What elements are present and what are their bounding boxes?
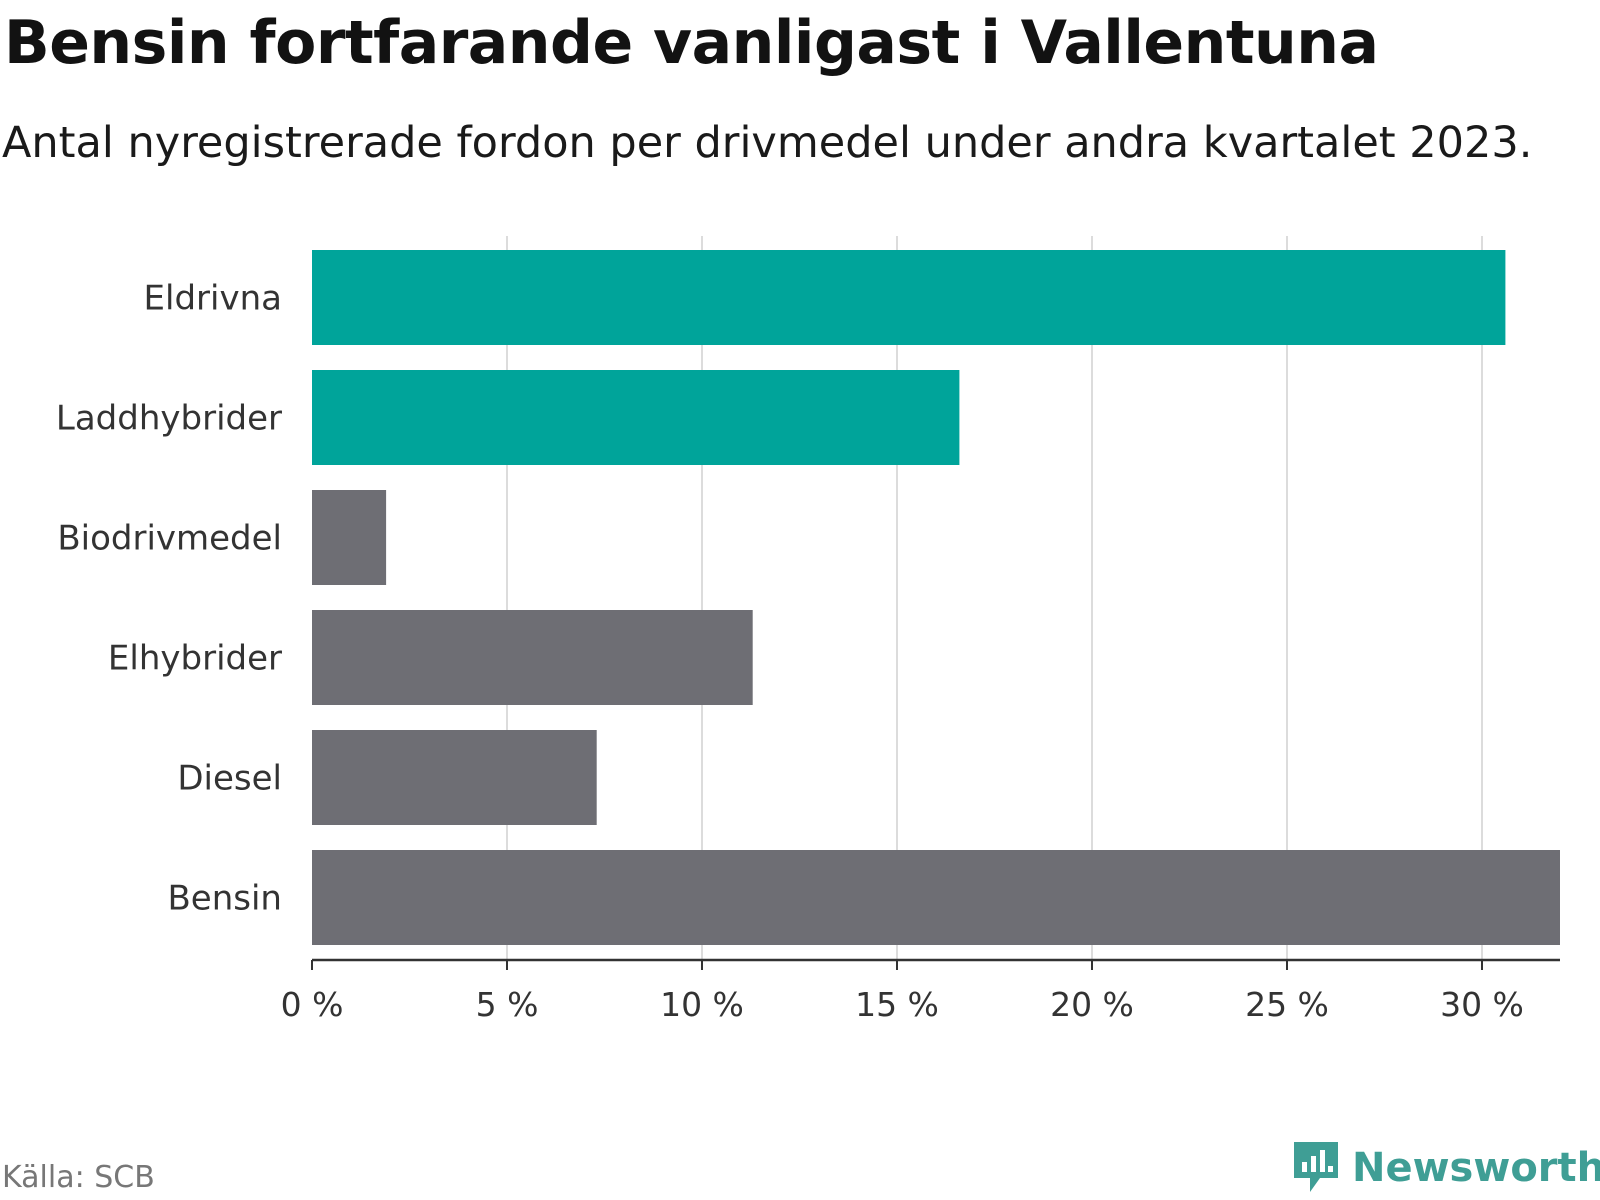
tick-label: 25 % xyxy=(1245,985,1329,1024)
category-labels: Eldrivna Laddhybrider Biodrivmedel Elhybrid… xyxy=(56,279,282,919)
category-label: Laddhybrider xyxy=(56,399,282,439)
tick-label: 15 % xyxy=(855,985,939,1024)
bar-laddhybrider xyxy=(312,370,960,465)
tick-label: 5 % xyxy=(476,985,539,1024)
category-label: Eldrivna xyxy=(144,279,282,319)
bar-chart: Eldrivna Laddhybrider Biodrivmedel Elhybrid… xyxy=(56,236,1560,1024)
category-label: Bensin xyxy=(167,879,282,919)
bar-biodrivmedel xyxy=(312,490,387,585)
tick-label: 10 % xyxy=(660,985,744,1024)
bars xyxy=(312,250,1560,945)
tick-label: 20 % xyxy=(1050,985,1134,1024)
newsworthy-logo-icon xyxy=(1294,1142,1338,1192)
bar-eldrivna xyxy=(312,250,1506,345)
category-label: Biodrivmedel xyxy=(57,519,282,559)
brand: Newsworthy xyxy=(1290,1140,1600,1196)
chart-subtitle: Antal nyregistrerade fordon per drivmede… xyxy=(2,118,1533,168)
gridlines xyxy=(506,236,1483,960)
bar-bensin xyxy=(312,850,1560,945)
source-note: Källa: SCB xyxy=(2,1160,155,1195)
category-label: Elhybrider xyxy=(108,639,282,679)
x-axis: 0 % 5 % 10 % 15 % 20 % 25 % 30 % xyxy=(281,958,1560,1024)
bar-diesel xyxy=(312,730,597,825)
tick-label: 30 % xyxy=(1440,985,1524,1024)
bar-elhybrider xyxy=(312,610,753,705)
category-label: Diesel xyxy=(177,759,282,799)
chart-title: Bensin fortfarande vanligast i Vallentun… xyxy=(4,8,1379,78)
brand-name: Newsworthy xyxy=(1352,1145,1600,1191)
tick-label: 0 % xyxy=(281,985,344,1024)
